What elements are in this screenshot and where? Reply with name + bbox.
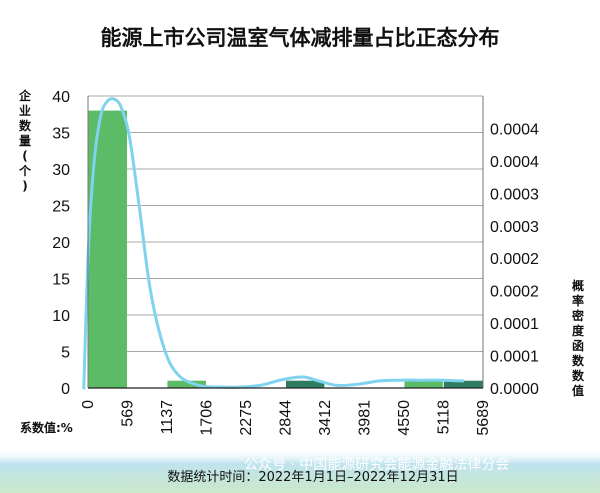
x-tick-label-3: 1706 — [198, 400, 215, 436]
x-tick-label-7: 3981 — [356, 400, 373, 436]
x-tick-label-5: 2844 — [277, 400, 294, 436]
y-tick-label-1: 5 — [61, 345, 70, 362]
y2-tick-label-8: 0.0004 — [490, 121, 539, 138]
histogram-bar-3 — [404, 380, 443, 388]
y-tick-label-7: 35 — [52, 126, 70, 143]
x-tick-label-6: 3412 — [317, 400, 334, 436]
y-axis-left-label: 企业数量(个) — [18, 88, 32, 193]
grid-lines — [88, 95, 483, 352]
y-axis-right-ticks: 0.0000 0.0001 0.0001 0.0002 0.0002 0.0003 0.00… — [490, 121, 539, 398]
y-tick-label-8: 40 — [52, 89, 70, 106]
histogram-bar-2 — [285, 380, 325, 388]
y-tick-label-0: 0 — [61, 381, 70, 398]
x-tick-label-2: 1137 — [159, 400, 176, 435]
histogram-bar-4 — [443, 380, 483, 388]
x-tick-label-8: 4550 — [396, 400, 413, 436]
y-tick-label-5: 25 — [52, 199, 70, 216]
y2-tick-label-6: 0.0003 — [490, 186, 539, 203]
x-tick-label-1: 569 — [120, 400, 137, 427]
x-tick-label-9: 5118 — [435, 400, 452, 435]
y-tick-label-6: 30 — [52, 162, 70, 179]
y-tick-label-2: 10 — [52, 308, 70, 325]
period-footnote: 数据统计时间：2022年1月1日–2022年12月31日 — [167, 470, 458, 485]
y-axis-right-label: 概率密度函数数值 — [572, 278, 585, 398]
x-axis-label: 系数值:% — [20, 420, 73, 435]
axes — [87, 96, 484, 389]
footer-band — [0, 448, 600, 493]
density-curve-layer — [82, 97, 465, 390]
y2-tick-label-4: 0.0002 — [490, 251, 539, 268]
x-axis-ticks: 0 569 1137 1706 2275 2844 3412 3981 4550 5118 5689 — [80, 400, 492, 436]
density-curve — [82, 97, 465, 390]
y2-tick-label-1: 0.0001 — [490, 349, 539, 366]
watermark-text: 公众号 · 中国能源研究会能源金融法律分会 — [244, 457, 509, 473]
histogram-bar-1 — [167, 380, 206, 388]
y-axis-left-ticks: 0 5 10 15 20 25 30 35 40 — [52, 89, 70, 398]
x-tick-label-10: 5689 — [475, 400, 492, 436]
x-tick-label-4: 2275 — [238, 400, 255, 436]
chart-title: 能源上市公司温室气体减排量占比正态分布 — [101, 26, 500, 50]
y2-tick-label-0: 0.0000 — [490, 381, 539, 398]
y-tick-label-3: 15 — [52, 272, 70, 289]
y2-tick-label-2: 0.0001 — [490, 316, 539, 333]
x-tick-label-0: 0 — [80, 400, 97, 409]
histogram-bars — [88, 110, 483, 388]
y2-tick-label-5: 0.0003 — [490, 219, 539, 236]
y-tick-label-4: 20 — [52, 235, 70, 252]
y2-tick-label-3: 0.0002 — [490, 284, 539, 301]
y2-tick-label-7: 0.0004 — [490, 154, 539, 171]
